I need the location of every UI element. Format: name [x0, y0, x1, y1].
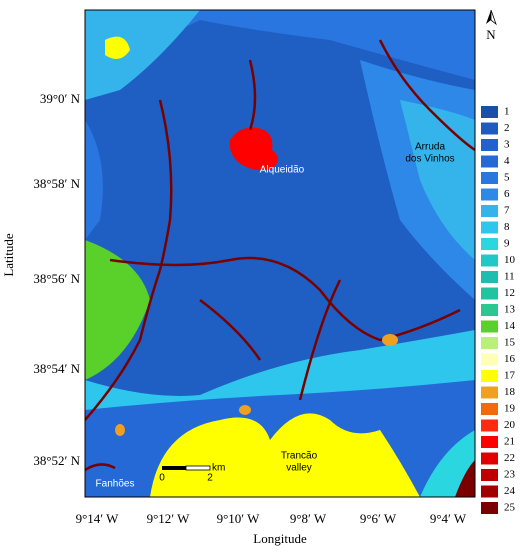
legend-label: 15 — [504, 337, 516, 349]
legend-swatch — [481, 320, 498, 333]
legend-label: 11 — [504, 271, 515, 283]
legend-label: 22 — [504, 452, 515, 464]
legend-swatch — [481, 469, 498, 481]
legend-label: 13 — [504, 304, 516, 316]
legend-label: 9 — [504, 238, 510, 250]
legend-swatch — [481, 502, 498, 514]
legend-label: 7 — [504, 205, 510, 217]
place-label: Arruda — [415, 142, 445, 153]
x-tick-label: 9°14′ W — [76, 511, 120, 526]
legend-label: 6 — [504, 188, 510, 200]
place-label: Trancão — [281, 451, 318, 462]
legend-label: 2 — [504, 122, 510, 134]
scale-bar — [162, 465, 211, 471]
legend-label: 4 — [504, 155, 510, 167]
legend-label: 1 — [504, 106, 510, 118]
legend-swatch — [481, 155, 498, 168]
legend-label: 14 — [504, 320, 516, 332]
generated: 9°14′ W 9°12′ W 9°10′ W 9°8′ W 9°6′ W 9°4′ W 3… — [33, 91, 515, 526]
x-tick-label: 9°6′ W — [360, 511, 397, 526]
legend-label: 21 — [504, 436, 515, 448]
scale-label: 0 — [159, 473, 165, 484]
legend-label: 16 — [504, 353, 516, 365]
place-label: valley — [286, 463, 312, 474]
y-tick-label: 39°0′ N — [40, 91, 81, 106]
legend-swatch — [481, 205, 498, 217]
legend-swatch — [481, 485, 498, 498]
legend-swatch — [481, 188, 498, 201]
legend-swatch — [481, 238, 498, 250]
legend-label: 3 — [504, 139, 510, 151]
legend-label: 10 — [504, 254, 516, 266]
legend-label: 12 — [504, 287, 515, 299]
y-tick-label: 38°58′ N — [33, 176, 80, 191]
legend-label: 19 — [504, 403, 516, 415]
legend-swatch — [481, 403, 498, 415]
legend-label: 5 — [504, 172, 510, 184]
map-frame — [84, 9, 476, 498]
x-tick-label: 9°8′ W — [290, 511, 327, 526]
legend-swatch — [481, 254, 498, 267]
legend-label: 23 — [504, 469, 516, 481]
map — [85, 10, 475, 497]
x-axis-title: Longitude — [253, 531, 307, 546]
legend-swatch — [481, 287, 498, 300]
legend-swatch — [481, 386, 498, 399]
place-label: dos Vinhos — [405, 154, 454, 165]
legend-swatch — [481, 172, 498, 184]
x-tick-label: 9°10′ W — [217, 511, 261, 526]
y-tick-label: 38°56′ N — [33, 271, 80, 286]
legend-swatch — [481, 370, 498, 382]
legend-label: 8 — [504, 221, 510, 233]
x-tick-label: 9°12′ W — [147, 511, 191, 526]
legend-swatch — [481, 337, 498, 349]
place-label: Fanhões — [96, 479, 135, 490]
y-axis-title: Latitude — [1, 233, 16, 277]
legend-label: 17 — [504, 370, 516, 382]
north-arrow — [486, 10, 491, 24]
legend-swatch — [481, 271, 498, 283]
legend-swatch — [481, 221, 498, 234]
y-tick-label: 38°54′ N — [33, 361, 80, 376]
place-label: Alqueidão — [260, 165, 305, 176]
legend-swatch — [481, 122, 498, 135]
legend-swatch — [481, 139, 498, 151]
legend-label: 20 — [504, 419, 516, 431]
legend-label: 24 — [504, 485, 516, 497]
scale-label: km — [212, 463, 225, 474]
legend-swatch — [481, 106, 498, 118]
north-label: N — [486, 27, 496, 42]
legend-label: 18 — [504, 386, 516, 398]
north-arrow — [490, 9, 497, 26]
y-tick-label: 38°52′ N — [33, 453, 80, 468]
x-tick-label: 9°4′ W — [430, 511, 467, 526]
legend-swatch — [481, 452, 498, 465]
legend-swatch — [481, 353, 498, 366]
scale-label: 2 — [207, 473, 213, 484]
legend-swatch — [481, 436, 498, 448]
legend-swatch — [481, 419, 498, 432]
legend-swatch — [481, 304, 498, 316]
legend-label: 25 — [504, 502, 516, 514]
